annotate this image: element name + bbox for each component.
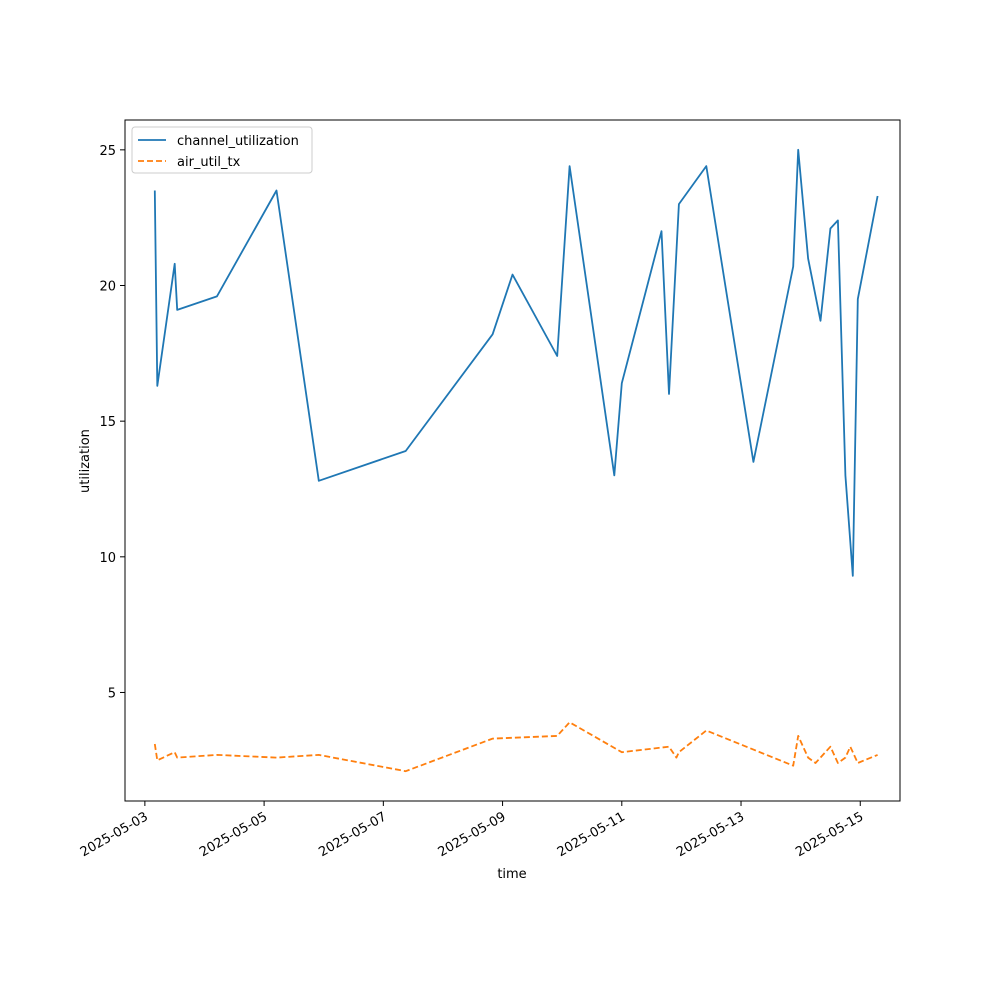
x-tick-label: 2025-05-11 (555, 809, 628, 860)
x-axis-label: time (497, 867, 526, 882)
y-axis-label: utilization (78, 429, 93, 493)
x-tick-label: 2025-05-09 (436, 809, 509, 860)
plot-frame (124, 119, 901, 802)
y-tick-label: 25 (99, 144, 116, 159)
plot-area (125, 120, 900, 801)
legend-box (131, 126, 313, 174)
series-line-air-util-tx (153, 721, 878, 773)
y-tick-label: 20 (99, 280, 116, 295)
y-axis-ticks: 5 10 15 20 25 (99, 144, 125, 701)
x-tick-label: 2025-05-07 (316, 809, 389, 860)
x-tick-label: 2025-05-15 (793, 809, 866, 860)
series-line-channel-utilization (153, 148, 879, 577)
legend: channel_utilization air_util_tx (131, 126, 313, 174)
x-tick-label: 2025-05-13 (674, 809, 747, 860)
series-layer (153, 148, 879, 773)
axes-layer (124, 119, 901, 802)
legend-label-air-util-tx: air_util_tx (177, 155, 241, 170)
y-tick-label: 15 (99, 415, 116, 430)
legend-label-channel-utilization: channel_utilization (177, 134, 299, 149)
x-tick-label: 2025-05-03 (78, 809, 151, 860)
x-axis-ticks: 2025-05-03 2025-05-05 2025-05-07 2025-05-09… (78, 801, 866, 860)
y-tick-label: 5 (108, 686, 116, 701)
x-tick-label: 2025-05-05 (197, 809, 270, 860)
y-tick-label: 10 (99, 551, 116, 566)
